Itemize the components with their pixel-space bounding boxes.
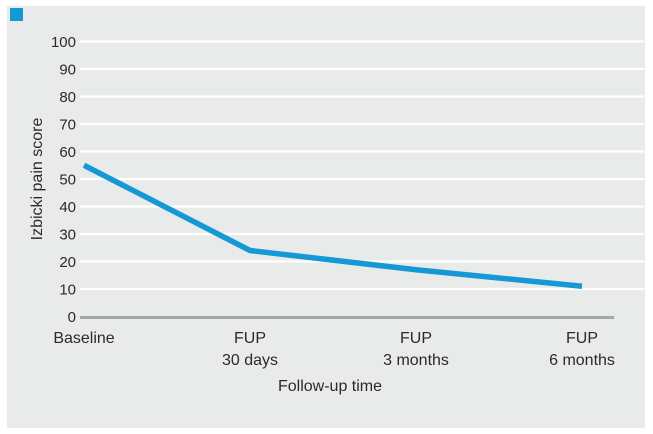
y-tick-label: 30 — [59, 227, 76, 244]
y-tick-label: 20 — [59, 254, 76, 271]
y-tick-label: 10 — [59, 282, 76, 299]
figure-bullet-icon — [10, 8, 23, 21]
x-tick-label-row2: 3 months — [383, 352, 449, 369]
pain-score-line — [82, 162, 583, 289]
y-tick-label: 70 — [59, 117, 76, 134]
y-tick-label: 60 — [59, 144, 76, 161]
y-axis-title: Izbicki pain score — [29, 117, 46, 241]
y-tick-label: 0 — [68, 309, 76, 326]
y-tick-label: 80 — [59, 89, 76, 106]
x-tick-label: FUP — [234, 330, 266, 347]
x-tick-label: FUP — [400, 330, 432, 347]
y-tick-label: 100 — [51, 34, 76, 51]
chart-panel — [7, 6, 645, 428]
x-tick-label-row2: 30 days — [222, 352, 278, 369]
y-tick-label: 90 — [59, 62, 76, 79]
x-tick-label: FUP — [566, 330, 598, 347]
x-axis-title: Follow-up time — [277, 378, 383, 395]
x-tick-label: Baseline — [53, 330, 114, 347]
y-tick-label: 50 — [59, 172, 76, 189]
y-tick-label: 40 — [59, 199, 76, 216]
x-tick-label-row2: 6 months — [549, 352, 615, 369]
